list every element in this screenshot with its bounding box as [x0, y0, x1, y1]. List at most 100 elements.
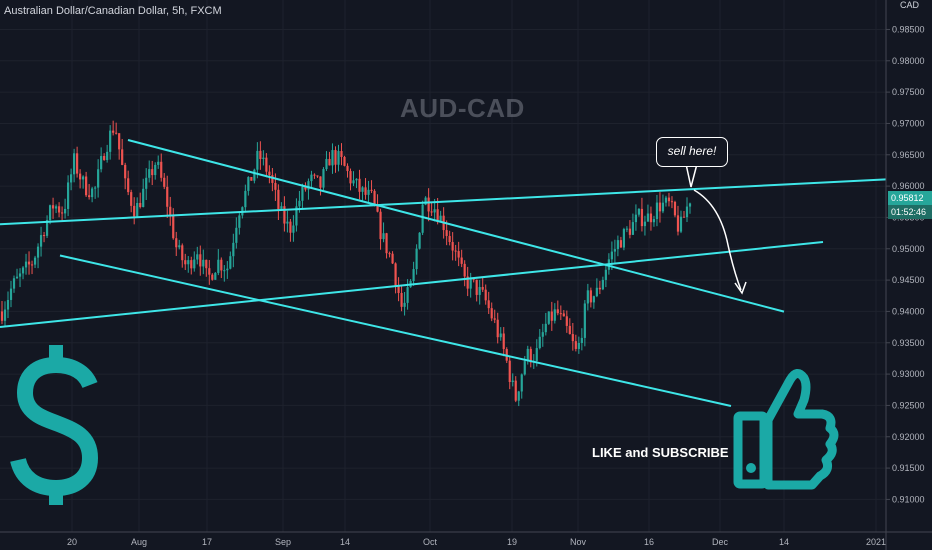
- trendlines: [0, 139, 887, 407]
- candle-body: [103, 155, 106, 161]
- candle-body: [334, 150, 337, 165]
- candle-body: [436, 209, 439, 223]
- candle-body: [643, 221, 647, 227]
- candle-body: [517, 391, 520, 401]
- candle-body: [478, 287, 481, 295]
- candle-body: [166, 186, 169, 207]
- candle-body: [526, 348, 529, 362]
- x-tick-label: 2021: [866, 537, 886, 547]
- candle-body: [427, 197, 430, 212]
- trendline[interactable]: [59, 254, 732, 407]
- candle-body: [121, 149, 124, 165]
- candle-body: [283, 206, 286, 224]
- countdown-tag: 01:52:46: [888, 204, 932, 219]
- candle-body: [253, 169, 256, 181]
- candle-body: [652, 219, 656, 223]
- candle-body: [682, 216, 686, 218]
- y-tick-label: 0.93000: [892, 369, 925, 379]
- candle-body: [48, 205, 52, 221]
- symbol-title: Australian Dollar/Canadian Dollar, 5h, F…: [4, 5, 222, 17]
- candle-body: [574, 341, 577, 349]
- candle-body: [265, 157, 268, 172]
- candle-body: [349, 171, 352, 184]
- candle-body: [163, 177, 166, 187]
- candle-body: [133, 205, 136, 217]
- x-tick-label: 14: [779, 537, 789, 547]
- candle-body: [30, 264, 34, 266]
- candle-body: [178, 245, 181, 248]
- candle-body: [331, 150, 334, 166]
- x-tick-label: 16: [644, 537, 654, 547]
- candle-body: [292, 225, 295, 233]
- candle-body: [604, 269, 607, 280]
- candle-body: [190, 260, 193, 269]
- dollar-sign-icon: [10, 345, 99, 505]
- chart-watermark: AUD-CAD: [400, 93, 525, 123]
- x-tick-label: Dec: [712, 537, 729, 547]
- currency-badge: CAD: [900, 0, 920, 10]
- candle-body: [85, 176, 88, 196]
- candle-body: [619, 240, 622, 248]
- projection-arrow: [693, 189, 742, 291]
- candle-body: [21, 267, 25, 274]
- candle-body: [373, 190, 376, 206]
- candle-body: [634, 214, 638, 223]
- candle-body: [295, 206, 298, 226]
- candle-body: [274, 182, 277, 190]
- candle-body: [622, 229, 626, 248]
- candle-body: [100, 155, 103, 170]
- trendline[interactable]: [0, 241, 824, 329]
- candle-body: [310, 174, 313, 182]
- candle-body: [88, 195, 91, 198]
- trendline[interactable]: [0, 178, 887, 226]
- candle-body: [97, 169, 100, 188]
- candle-body: [82, 176, 85, 180]
- candle-body: [466, 276, 469, 289]
- candle-body: [142, 188, 145, 208]
- candle-body: [580, 337, 583, 343]
- x-tick-label: 17: [202, 537, 212, 547]
- candle-body: [511, 380, 514, 383]
- candle-body: [376, 205, 379, 212]
- y-tick-label: 0.97500: [892, 87, 925, 97]
- candle-body: [60, 212, 64, 214]
- candle-body: [514, 380, 517, 401]
- candle-body: [208, 268, 211, 275]
- candle-body: [616, 240, 619, 250]
- y-tick-label: 0.98000: [892, 56, 925, 66]
- candle-body: [649, 213, 653, 223]
- candle-body: [124, 164, 127, 179]
- candle-body: [352, 180, 355, 184]
- candle-body: [583, 303, 586, 338]
- candle-body: [24, 261, 28, 268]
- x-tick-label: Nov: [570, 537, 587, 547]
- candle-body: [406, 287, 409, 303]
- candle-body: [382, 233, 385, 240]
- candle-body: [553, 309, 556, 321]
- candle-body: [418, 232, 421, 249]
- candle-body: [664, 197, 668, 203]
- candle-body: [358, 178, 361, 192]
- candle-body: [39, 235, 43, 247]
- candle-body: [601, 279, 604, 290]
- candle-body: [667, 197, 671, 202]
- candle-body: [220, 259, 223, 271]
- candle-body: [238, 215, 241, 228]
- candle-body: [343, 156, 346, 166]
- trendline[interactable]: [127, 139, 785, 313]
- candle-body: [493, 318, 496, 320]
- candle-body: [175, 238, 178, 248]
- x-tick-label: 19: [507, 537, 517, 547]
- candle-body: [577, 342, 580, 349]
- candle-body: [361, 187, 364, 192]
- y-tick-label: 0.97000: [892, 118, 925, 128]
- candle-body: [430, 211, 433, 213]
- candle-body: [301, 186, 304, 201]
- candle-body: [259, 150, 262, 159]
- candle-body: [592, 296, 595, 303]
- candle-body: [169, 206, 172, 216]
- candle-body: [397, 286, 400, 293]
- candle-body: [42, 235, 46, 237]
- candle-body: [112, 130, 115, 133]
